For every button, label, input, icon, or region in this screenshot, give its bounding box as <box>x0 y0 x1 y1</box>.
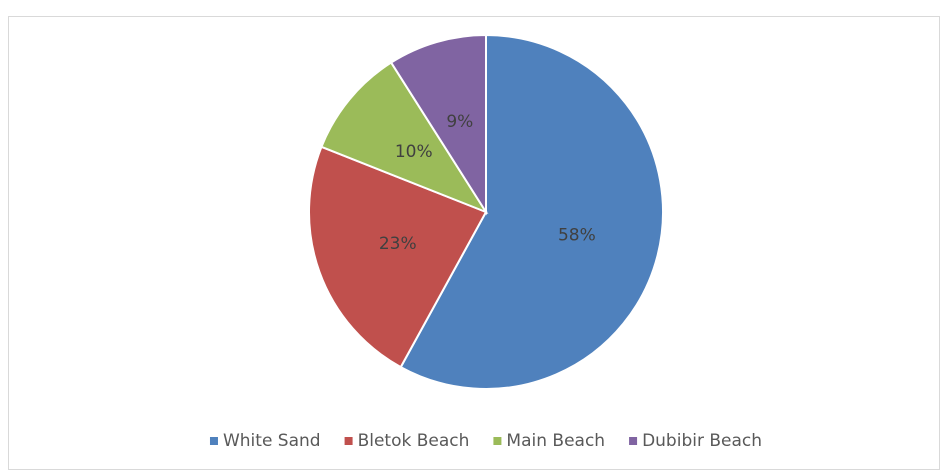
legend: White Sand Bletok Beach Main Beach Dubibir … <box>209 431 762 451</box>
legend-marker <box>209 437 218 445</box>
pie-slice <box>389 33 487 216</box>
pie-slice <box>320 61 489 215</box>
legend-marker <box>493 437 502 445</box>
data-label: 9% <box>446 112 473 132</box>
legend-marker <box>629 437 638 445</box>
pie-slice <box>399 33 664 390</box>
data-label: 58% <box>558 225 596 245</box>
data-label: 10% <box>395 142 433 162</box>
data-label: 23% <box>379 234 417 254</box>
legend-label: Dubibir Beach <box>642 431 762 451</box>
pie-slice <box>308 145 488 369</box>
legend-label: Main Beach <box>506 431 605 451</box>
legend-marker <box>344 437 353 445</box>
legend-label: White Sand <box>223 431 321 451</box>
legend-label: Bletok Beach <box>358 431 470 451</box>
